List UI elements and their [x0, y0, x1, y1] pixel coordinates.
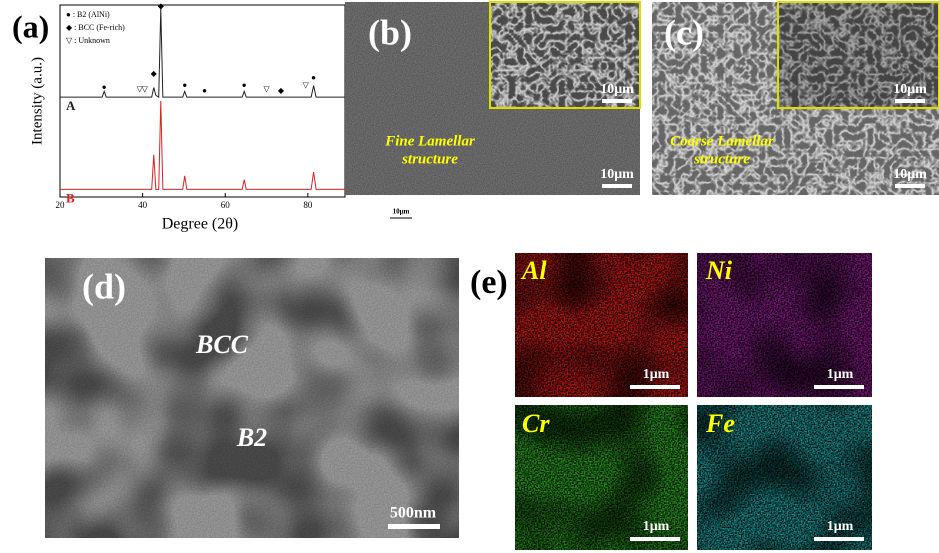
- panel-label: (a): [12, 8, 49, 44]
- texture: [515, 405, 688, 550]
- phase-marker: ◆: [158, 2, 165, 11]
- series-label: A: [66, 98, 76, 113]
- scale-label: 1μm: [643, 519, 670, 534]
- scale-bar: [814, 537, 864, 541]
- x-tick-label: 40: [138, 200, 148, 210]
- eds-map: Cr 1μm: [515, 405, 688, 550]
- phase-marker: ▽: [303, 80, 310, 89]
- scale-label: 10μm: [600, 167, 634, 182]
- scale-bar: [602, 184, 632, 188]
- texture: [779, 3, 938, 107]
- x-tick-label: 60: [221, 200, 231, 210]
- phase-marker: ▽: [142, 84, 149, 93]
- scale-label: 500nm: [390, 505, 437, 522]
- scale-label: 1μm: [827, 367, 854, 382]
- x-tick-label: 20: [56, 200, 66, 210]
- phase-marker: ◆: [278, 86, 285, 95]
- texture: [491, 3, 639, 107]
- xrd-trace: [60, 100, 345, 190]
- scale-bar: [814, 385, 864, 389]
- scale-label: 10μm: [393, 208, 410, 216]
- xrd-trace: [60, 8, 345, 99]
- panel-label: (c): [664, 12, 704, 52]
- phase-marker: ●: [202, 86, 207, 95]
- scale-label: 1μm: [827, 519, 854, 534]
- element-label: Al: [520, 256, 547, 285]
- phase-marker: ▽: [137, 84, 144, 93]
- element-label: Ni: [705, 256, 733, 285]
- panel-label: (d): [82, 266, 126, 306]
- element-label: Cr: [522, 409, 550, 438]
- eds-map: Ni 1μm: [697, 253, 872, 397]
- y-axis-label: Intensity (a.u.): [29, 57, 45, 145]
- scale-label: 10μm: [893, 167, 927, 182]
- axes-frame: [59, 4, 346, 198]
- caption: structure: [401, 151, 458, 167]
- scale-bar: [630, 537, 680, 541]
- element-label: Fe: [705, 409, 735, 438]
- phase-marker: ●: [242, 80, 247, 89]
- caption: structure: [693, 151, 750, 167]
- eds-map: Al 1μm: [515, 253, 688, 397]
- scale-label: 10μm: [893, 82, 927, 97]
- scale-bar: [895, 99, 925, 103]
- series-label: B: [66, 190, 75, 205]
- panel-label: (b): [368, 12, 412, 52]
- phase-marker: ▽: [263, 84, 270, 93]
- texture: [45, 258, 459, 538]
- scale-label: 1μm: [643, 367, 670, 382]
- scale-bar: [388, 524, 440, 529]
- xrd-chart: (a) Degree (2θ) Intensity (a.u.) ● : B2 …: [12, 2, 346, 233]
- scale-bar: [630, 385, 680, 389]
- legend-entry: ▽ : Unknown: [66, 36, 110, 45]
- x-tick-label: 80: [303, 200, 313, 210]
- phase-marker: ●: [182, 80, 187, 89]
- caption: Coarse Lamellar: [670, 133, 774, 149]
- phase-label: B2: [236, 423, 267, 452]
- phase-marker: ●: [311, 73, 316, 82]
- phase-marker: ●: [102, 82, 107, 91]
- legend-entry: ◆ : BCC (Fe-rich): [66, 23, 125, 32]
- scale-bar: [602, 99, 632, 103]
- x-axis-label: Degree (2θ): [162, 216, 239, 233]
- texture: [697, 253, 872, 397]
- texture: [697, 405, 872, 550]
- scale-label: 10μm: [600, 82, 634, 97]
- scale-bar: [895, 184, 925, 188]
- texture: [515, 253, 688, 397]
- caption: Fine Lamellar: [384, 133, 475, 149]
- panel-label: (e): [470, 264, 508, 301]
- phase-marker: ◆: [151, 69, 158, 78]
- phase-label: BCC: [195, 330, 249, 359]
- eds-map: Fe 1μm: [697, 405, 872, 550]
- legend-entry: ● : B2 (AlNi): [66, 10, 110, 19]
